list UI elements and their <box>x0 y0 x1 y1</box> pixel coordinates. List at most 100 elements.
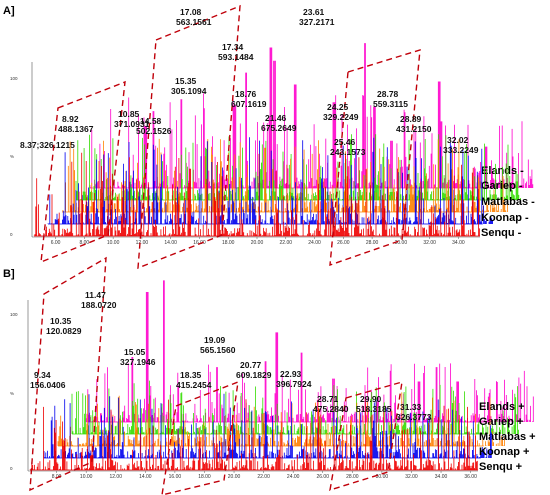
x-tick-label: 10.00 <box>107 240 120 246</box>
peak-label-rt: 32.02 <box>447 135 469 145</box>
panel-b-ytick-top: 100 <box>10 312 18 317</box>
peak-label-rt: 28.89 <box>400 114 422 124</box>
panel-b-ytick-mid: % <box>10 391 14 396</box>
legend-matlabas: Matlabas - <box>481 196 535 208</box>
peak-label-mz: 156.0406 <box>30 380 66 390</box>
x-tick-label: 30.00 <box>395 240 408 246</box>
x-tick-label: 32.00 <box>405 474 418 480</box>
peak-label-rt: 31.33 <box>400 402 422 412</box>
panel-b-label: B] <box>3 268 15 280</box>
peak-label-mz: 329.2249 <box>323 112 359 122</box>
peak-label-rt: 14.58 <box>140 116 162 126</box>
x-tick-label: 22.00 <box>257 474 270 480</box>
x-tick-label: 16.00 <box>193 240 206 246</box>
x-tick-label: 30.00 <box>376 474 389 480</box>
panel-a-ytick-mid: % <box>10 154 14 159</box>
peak-label-rt: 29.90 <box>360 394 382 404</box>
x-tick-label: 8.00 <box>79 240 89 246</box>
panel-b-ytick-bottom: 0 <box>10 466 13 471</box>
x-tick-label: 24.00 <box>287 474 300 480</box>
x-tick-label: 14.00 <box>164 240 177 246</box>
peak-label-mz: 188.0720 <box>81 300 117 310</box>
panel-a-ytick-top: 100 <box>10 76 18 81</box>
peak-label-rt: 25.46 <box>334 137 356 147</box>
x-tick-label: 20.00 <box>228 474 241 480</box>
peak-label-rt: 10.85 <box>118 109 140 119</box>
legend-matlabas: Matlabas + <box>479 431 536 443</box>
peak-label-rt: 15.05 <box>124 347 146 357</box>
peak-label-mz: 415.2454 <box>176 380 212 390</box>
peak-label-mz: 327.1946 <box>120 357 156 367</box>
x-tick-label: 6.00 <box>51 240 61 246</box>
trace-senqu <box>33 152 480 236</box>
x-tick-label: 12.00 <box>136 240 149 246</box>
panel-b: B] 100 % 0 8.00 10.00 12.00 14.00 16.00 18.00… <box>3 256 536 495</box>
peak-label-mz: 518.3185 <box>356 404 392 414</box>
panel-a: A] 100 % 0 6.00 8.00 10.00 12.00 14.00 16.00 1… <box>3 4 535 270</box>
highlight-region-box <box>329 49 421 267</box>
peak-label-mz: 327.2171 <box>299 17 335 27</box>
peak-label-rt: 28.71 <box>317 394 339 404</box>
x-tick-label: 16.00 <box>169 474 182 480</box>
peak-label-mz: 675.2649 <box>261 123 297 133</box>
peak-label-mz: 475.2840 <box>313 404 349 414</box>
panel-b-y-axis: 100 % 0 <box>10 312 18 471</box>
x-tick-label: 26.00 <box>316 474 329 480</box>
x-tick-label: 18.00 <box>198 474 211 480</box>
peak-label-mz: 371.0931 <box>114 119 150 129</box>
x-tick-label: 8.00 <box>52 474 62 480</box>
x-tick-label: 10.00 <box>80 474 93 480</box>
peak-label-mz: 333.2249 <box>443 145 479 155</box>
peak-label-mz: 607.1619 <box>231 99 267 109</box>
peak-label-mz: 609.1829 <box>236 370 272 380</box>
peak-label-mz: 502.1526 <box>136 126 172 136</box>
x-tick-label: 26.00 <box>337 240 350 246</box>
panel-a-y-axis: 100 % 0 <box>10 76 18 237</box>
peak-label-rt: 19.09 <box>204 335 226 345</box>
peak-label-rt: 17.08 <box>180 7 202 17</box>
peak-label-rt: 17.34 <box>222 42 244 52</box>
peak-label-mz: 563.1561 <box>176 17 212 27</box>
peak-label-mz: 565.1560 <box>200 345 236 355</box>
legend-senqu: Senqu + <box>479 461 522 473</box>
x-tick-label: 12.00 <box>109 474 122 480</box>
x-tick-label: 24.00 <box>308 240 321 246</box>
peak-label-mz: 593.1484 <box>218 52 254 62</box>
peak-label-rt: 23.61 <box>303 7 325 17</box>
highlight-region-box <box>329 381 403 492</box>
x-tick-label: 36.00 <box>464 474 477 480</box>
peak-label-rt: 18.35 <box>180 370 202 380</box>
legend-koonap: Koonap - <box>481 212 529 224</box>
x-tick-label: 34.00 <box>435 474 448 480</box>
panel-a-label: A] <box>3 5 15 17</box>
peak-label-mz: 431.2150 <box>396 124 432 134</box>
x-tick-label: 14.00 <box>139 474 152 480</box>
peak-label-mz: 243.1573 <box>330 147 366 157</box>
peak-label-rt: 21.46 <box>265 113 287 123</box>
trace-koonap <box>47 137 493 224</box>
highlight-region-box <box>40 80 126 264</box>
x-tick-label: 20.00 <box>251 240 264 246</box>
peak-label-rt: 9.34 <box>34 370 51 380</box>
peak-label-mz: 488.1367 <box>58 124 94 134</box>
x-tick-label: 28.00 <box>346 474 359 480</box>
trace-senqu <box>29 398 478 470</box>
peak-label-rt: 18.76 <box>235 89 257 99</box>
peak-label-rt: 22.93 <box>280 369 302 379</box>
peak-label-rt: 20.77 <box>240 360 262 370</box>
peak-label-rt: 24.25 <box>327 102 349 112</box>
x-tick-label: 32.00 <box>423 240 436 246</box>
highlight-region-box <box>161 380 239 495</box>
x-tick-label: 18.00 <box>222 240 235 246</box>
peak-label-mz: 120.0829 <box>46 326 82 336</box>
peak-label-rt: 11.47 <box>85 290 106 300</box>
legend-gariep: Gariep + <box>479 416 523 428</box>
peak-label-mz: 326.3773 <box>396 412 432 422</box>
peak-label-rt: 8.37;326.1215 <box>20 140 75 150</box>
peak-label-rt: 15.35 <box>175 76 197 86</box>
peak-label-rt: 8.92 <box>62 114 79 124</box>
x-tick-label: 28.00 <box>366 240 379 246</box>
legend-koonap: Koonap + <box>479 446 529 458</box>
peak-label-rt: 28.78 <box>377 89 399 99</box>
